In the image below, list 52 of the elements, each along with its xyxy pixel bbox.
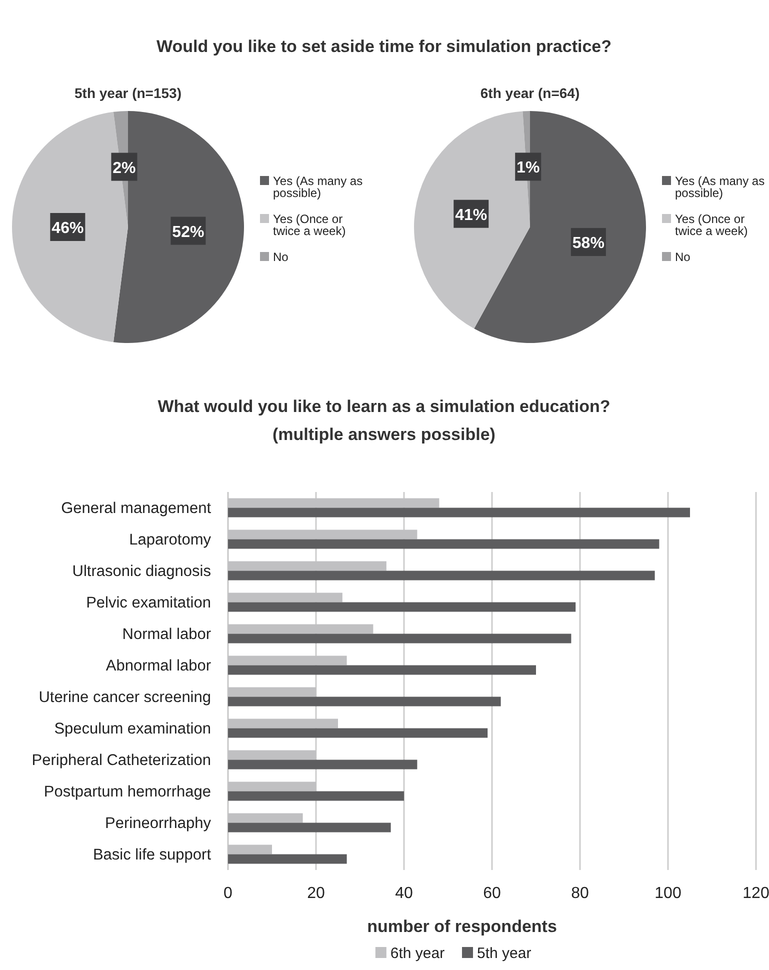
legend-label: Yes (As many as possible) [273, 174, 363, 200]
chart-title: Would you like to set aside time for simulation practice? [156, 37, 612, 56]
chart-subtitle: 5th year (n=153) [74, 85, 182, 101]
legend-label: 6th year [390, 945, 445, 962]
y-tick-label: Pelvic examitation [86, 594, 211, 612]
y-tick-label: Abnormal labor [106, 657, 211, 674]
y-tick-label: Uterine cancer screening [38, 688, 211, 706]
legend-label: Yes (Once or twice a week) [675, 212, 748, 238]
x-tick-label: 100 [654, 885, 682, 902]
x-axis-title: number of respondents [367, 917, 557, 936]
bar [228, 665, 536, 675]
bar [228, 696, 501, 706]
bar [228, 822, 391, 832]
y-tick-label: General management [61, 500, 212, 517]
chart-subtitle: (multiple answers possible) [272, 425, 496, 444]
legend-label: Yes (As many as possible) [675, 174, 765, 200]
legend-label: No [273, 250, 289, 264]
bar [228, 791, 404, 801]
chart-title: What would you like to learn as a simulation education? [158, 397, 610, 416]
y-tick-label: Speculum examination [54, 720, 211, 738]
data-label: 2% [112, 160, 136, 177]
legend-label: 5th year [477, 945, 532, 962]
legend-label: Yes (Once or twice a week) [273, 212, 346, 238]
x-tick-label: 120 [742, 885, 769, 902]
bar [228, 570, 655, 580]
y-tick-label: Laparotomy [129, 531, 212, 548]
x-tick-label: 20 [307, 885, 325, 902]
data-label: 58% [572, 235, 604, 252]
y-tick-label: Ultrasonic diagnosis [72, 562, 212, 580]
bar [228, 760, 418, 770]
data-label: 46% [52, 220, 84, 237]
y-tick-label: Postpartum hemorrhage [44, 783, 211, 800]
bar [228, 539, 660, 549]
chart-subtitle: 6th year (n=64) [480, 85, 580, 101]
y-tick-label: Basic life support [92, 846, 212, 864]
x-tick-label: 0 [224, 885, 233, 902]
data-label: 52% [172, 224, 204, 241]
pie-slice [113, 111, 244, 343]
y-tick-label: Perineorrhaphy [105, 814, 212, 832]
bar [228, 602, 576, 612]
x-tick-label: 60 [483, 885, 501, 902]
data-label: 41% [455, 206, 488, 224]
bar [228, 634, 572, 644]
x-tick-label: 80 [571, 885, 589, 902]
y-tick-label: Peripheral Catheterization [32, 752, 211, 769]
bar [228, 508, 690, 518]
bar [228, 728, 488, 738]
legend-label: No [675, 250, 691, 264]
x-tick-label: 40 [395, 885, 413, 902]
bar [228, 854, 347, 864]
y-tick-label: Normal labor [122, 626, 211, 643]
data-label: 1% [516, 160, 540, 177]
